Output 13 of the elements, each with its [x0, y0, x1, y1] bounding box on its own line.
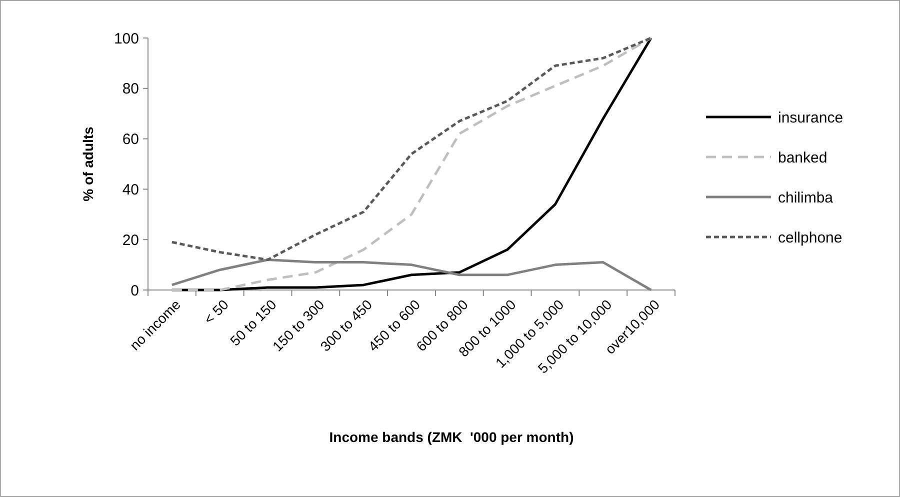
y-tick-label: 0: [130, 282, 139, 300]
y-axis-title: % of adults: [80, 126, 96, 202]
y-tick-label: 60: [122, 131, 139, 148]
y-tick-label: 80: [122, 80, 139, 98]
x-tick-label: < 50: [200, 296, 232, 328]
y-tick-label: 100: [114, 30, 139, 48]
legend-label: cellphone: [778, 229, 842, 246]
legend-label: banked: [778, 149, 828, 166]
y-tick-label: 20: [122, 232, 139, 249]
y-tick-label: 40: [122, 181, 139, 198]
legend-label: chilimba: [778, 189, 834, 206]
x-axis-title: Income bands (ZMK '000 per month): [329, 429, 574, 445]
legend-label: insurance: [778, 109, 844, 126]
